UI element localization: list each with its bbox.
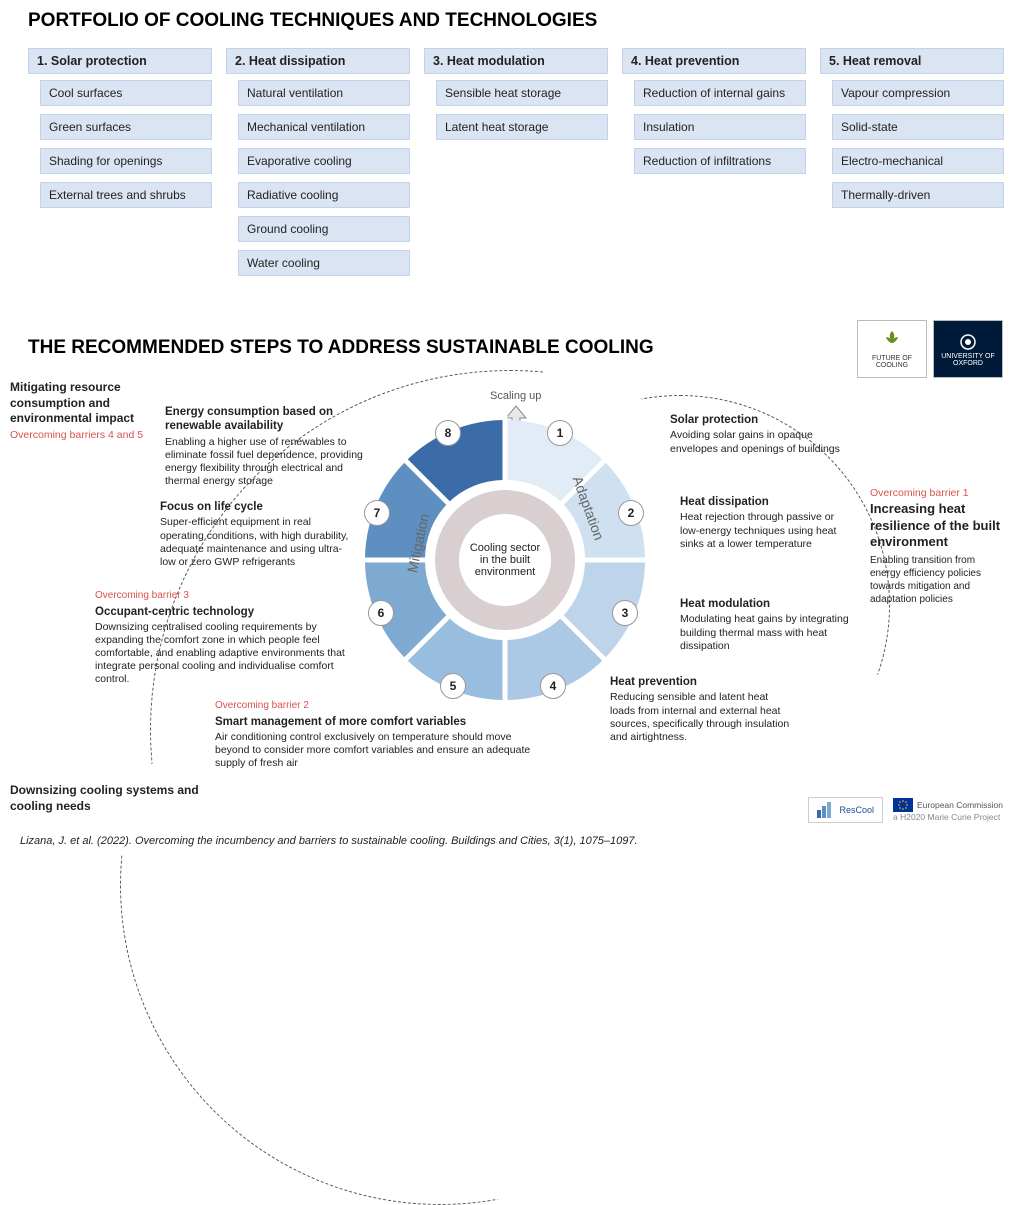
col-item: Evaporative cooling bbox=[238, 148, 410, 174]
num-5: 5 bbox=[440, 673, 466, 699]
col-item: Electro-mechanical bbox=[832, 148, 1004, 174]
num-8: 8 bbox=[435, 420, 461, 446]
logo-rescool: ResCool bbox=[808, 797, 884, 823]
step-3-text: Heat modulation Modulating heat gains by… bbox=[680, 597, 850, 653]
col-item: Sensible heat storage bbox=[436, 80, 608, 106]
num-1: 1 bbox=[547, 420, 573, 446]
portfolio-grid: 1. Solar protection Cool surfaces Green … bbox=[28, 48, 1004, 284]
col-item: Reduction of infiltrations bbox=[634, 148, 806, 174]
side-left-top: Mitigating resource consumption and envi… bbox=[10, 380, 170, 442]
num-3: 3 bbox=[612, 600, 638, 626]
step-7-text: Focus on life cycle Super-efficient equi… bbox=[160, 500, 350, 569]
step-4-text: Heat prevention Reducing sensible and la… bbox=[610, 675, 790, 744]
col-head: 5. Heat removal bbox=[820, 48, 1004, 74]
portfolio-title: PORTFOLIO OF COOLING TECHNIQUES AND TECH… bbox=[28, 10, 597, 32]
col-prevention: 4. Heat prevention Reduction of internal… bbox=[622, 48, 806, 284]
col-dissipation: 2. Heat dissipation Natural ventilation … bbox=[226, 48, 410, 284]
wheel: Cooling sector in the built environment … bbox=[350, 405, 660, 715]
col-head: 2. Heat dissipation bbox=[226, 48, 410, 74]
col-head: 3. Heat modulation bbox=[424, 48, 608, 74]
num-4: 4 bbox=[540, 673, 566, 699]
step-5-text: Overcoming barrier 2 Smart management of… bbox=[215, 700, 545, 770]
logo-ec: European Commission a H2020 Marie Curie … bbox=[893, 798, 1003, 822]
col-head: 4. Heat prevention bbox=[622, 48, 806, 74]
col-head: 1. Solar protection bbox=[28, 48, 212, 74]
citation: Lizana, J. et al. (2022). Overcoming the… bbox=[20, 835, 638, 847]
num-2: 2 bbox=[618, 500, 644, 526]
step-1-text: Solar protection Avoiding solar gains in… bbox=[670, 413, 840, 456]
step-6-text: Overcoming barrier 3 Occupant-centric te… bbox=[95, 590, 345, 687]
center-ring: Cooling sector in the built environment bbox=[435, 490, 575, 630]
num-7: 7 bbox=[364, 500, 390, 526]
col-item: Mechanical ventilation bbox=[238, 114, 410, 140]
col-item: Insulation bbox=[634, 114, 806, 140]
col-item: Reduction of internal gains bbox=[634, 80, 806, 106]
col-solar: 1. Solar protection Cool surfaces Green … bbox=[28, 48, 212, 284]
logos-bottom-right: ResCool European Commission a H2020 Mari… bbox=[808, 797, 1004, 823]
col-item: Green surfaces bbox=[40, 114, 212, 140]
step-2-text: Heat dissipation Heat rejection through … bbox=[680, 495, 850, 551]
col-item: Solid-state bbox=[832, 114, 1004, 140]
step-8-text: Energy consumption based on renewable av… bbox=[165, 405, 375, 488]
col-item: Water cooling bbox=[238, 250, 410, 276]
col-modulation: 3. Heat modulation Sensible heat storage… bbox=[424, 48, 608, 284]
num-6: 6 bbox=[368, 600, 394, 626]
col-item: External trees and shrubs bbox=[40, 182, 212, 208]
circular-diagram: Scaling up bbox=[0, 365, 1017, 835]
col-item: Ground cooling bbox=[238, 216, 410, 242]
side-left-bottom: Downsizing cooling systems and cooling n… bbox=[10, 783, 240, 814]
col-item: Shading for openings bbox=[40, 148, 212, 174]
col-item: Vapour compression bbox=[832, 80, 1004, 106]
col-item: Latent heat storage bbox=[436, 114, 608, 140]
col-removal: 5. Heat removal Vapour compression Solid… bbox=[820, 48, 1004, 284]
center-text: Cooling sector in the built environment bbox=[465, 542, 545, 578]
col-item: Radiative cooling bbox=[238, 182, 410, 208]
side-right-top: Overcoming barrier 1 Increasing heat res… bbox=[870, 485, 1005, 606]
col-item: Natural ventilation bbox=[238, 80, 410, 106]
col-item: Thermally-driven bbox=[832, 182, 1004, 208]
col-item: Cool surfaces bbox=[40, 80, 212, 106]
steps-title: THE RECOMMENDED STEPS TO ADDRESS SUSTAIN… bbox=[28, 337, 654, 359]
